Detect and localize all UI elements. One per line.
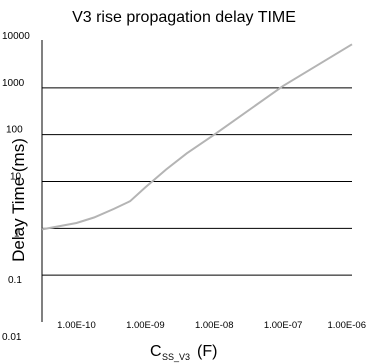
x-tick-label: 1.00E-08	[195, 320, 234, 331]
x-axis-label-unit: (F)	[197, 343, 217, 360]
x-axis-label-main: C	[150, 343, 162, 360]
y-tick-label: 0.01	[2, 332, 22, 343]
x-ticks: 1.00E-10 1.00E-09 1.00E-08 1.00E-07 1.00E-06	[57, 320, 366, 331]
x-axis-label-subscript: SS_V3	[162, 352, 190, 362]
y-ticks: 10000 1000 100 10 1 0.1 0.01	[2, 31, 30, 343]
x-tick-label: 1.00E-06	[327, 320, 366, 331]
x-tick-label: 1.00E-10	[57, 320, 96, 331]
x-tick-label: 1.00E-07	[264, 320, 303, 331]
y-tick-label: 10	[10, 172, 22, 183]
y-tick-label: 1	[14, 228, 20, 239]
y-tick-label: 100	[6, 125, 23, 136]
y-tick-label: 10000	[2, 31, 30, 42]
x-tick-label: 1.00E-09	[126, 320, 165, 331]
chart-title: V3 rise propagation delay TIME	[72, 9, 296, 26]
y-tick-label: 1000	[2, 78, 25, 89]
y-axis-label: Delay Time (ms)	[9, 138, 28, 262]
grid-lines	[42, 87, 352, 276]
y-tick-label: 0.1	[8, 275, 22, 286]
series-line	[41, 43, 353, 231]
x-axis-label: C SS_V3 (F)	[150, 343, 217, 362]
